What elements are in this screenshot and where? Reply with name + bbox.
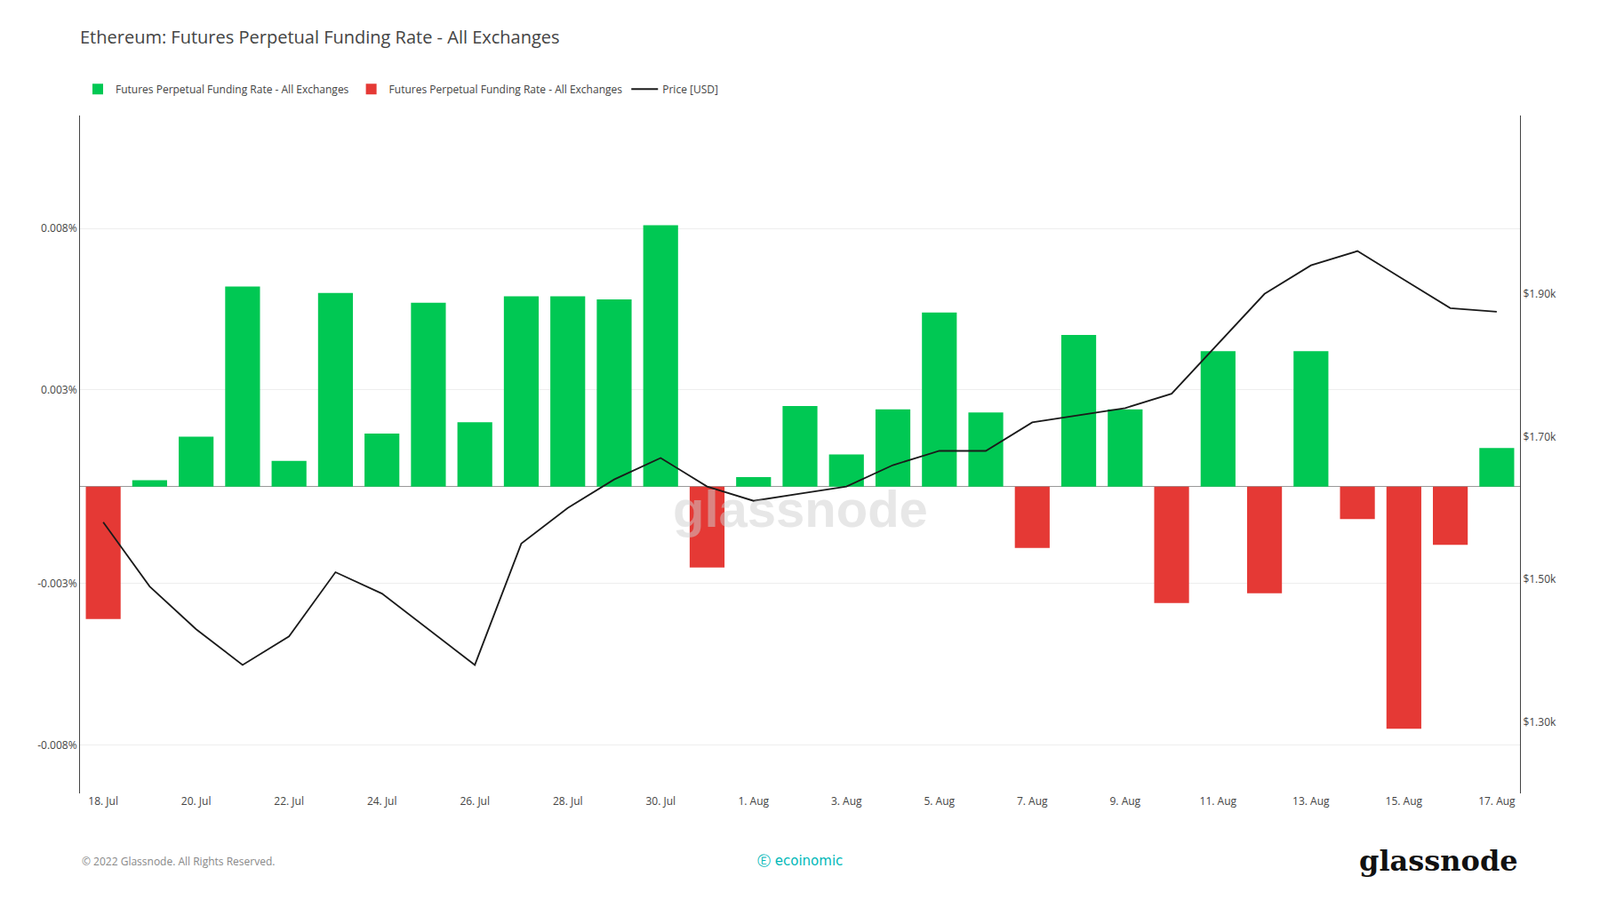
svg-text:$1.30k: $1.30k	[1522, 714, 1557, 730]
svg-text:20. Jul: 20. Jul	[181, 793, 212, 809]
svg-text:9. Aug: 9. Aug	[1110, 793, 1142, 809]
svg-text:13. Aug: 13. Aug	[1292, 793, 1330, 809]
svg-text:26. Jul: 26. Jul	[459, 793, 490, 809]
svg-text:11. Aug: 11. Aug	[1200, 793, 1238, 809]
svg-text:18. Jul: 18. Jul	[88, 793, 119, 809]
svg-text:1. Aug: 1. Aug	[737, 793, 769, 809]
svg-text:Price [USD]: Price [USD]	[662, 81, 719, 97]
svg-text:3. Aug: 3. Aug	[831, 793, 863, 809]
svg-text:0.003%: 0.003%	[40, 382, 78, 398]
svg-text:$1.70k: $1.70k	[1522, 429, 1557, 445]
svg-text:Ethereum: Futures Perpetual Fu: Ethereum: Futures Perpetual Funding Rate…	[80, 24, 560, 49]
svg-text:5. Aug: 5. Aug	[923, 793, 955, 809]
svg-text:© 2022 Glassnode. All Rights R: © 2022 Glassnode. All Rights Reserved.	[81, 854, 275, 870]
svg-text:24. Jul: 24. Jul	[367, 793, 398, 809]
svg-text:$1.50k: $1.50k	[1522, 571, 1557, 587]
svg-text:28. Jul: 28. Jul	[552, 793, 584, 809]
svg-text:17. Aug: 17. Aug	[1478, 793, 1516, 809]
svg-text:$1.90k: $1.90k	[1522, 286, 1557, 302]
svg-text:Futures Perpetual Funding Rate: Futures Perpetual Funding Rate - All Exc…	[115, 81, 350, 97]
svg-text:glassnode: glassnode	[672, 480, 928, 538]
svg-text:Ⓔ ecoinomic: Ⓔ ecoinomic	[757, 853, 843, 870]
svg-text:30. Jul: 30. Jul	[645, 793, 676, 809]
svg-text:7. Aug: 7. Aug	[1016, 793, 1048, 809]
svg-text:-0.003%: -0.003%	[37, 576, 77, 592]
svg-text:Futures Perpetual Funding Rate: Futures Perpetual Funding Rate - All Exc…	[389, 81, 624, 97]
svg-text:22. Jul: 22. Jul	[273, 793, 304, 809]
svg-text:15. Aug: 15. Aug	[1385, 793, 1424, 809]
svg-text:glassnode: glassnode	[1359, 844, 1519, 879]
svg-text:-0.008%: -0.008%	[37, 737, 77, 753]
svg-text:0.008%: 0.008%	[40, 220, 78, 236]
